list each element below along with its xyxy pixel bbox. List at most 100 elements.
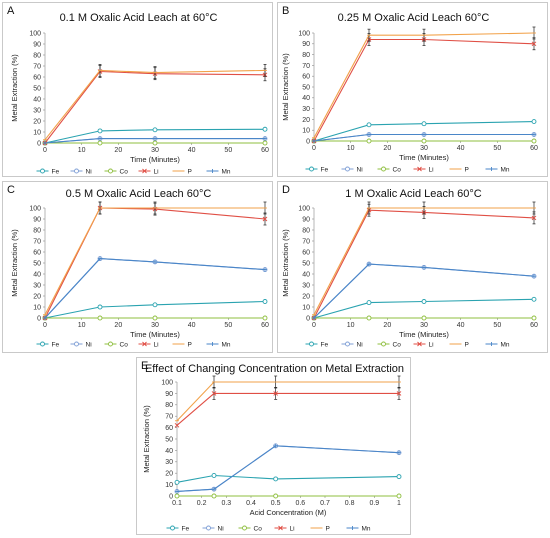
- data-point: [366, 315, 372, 321]
- legend-label: Co: [254, 525, 263, 532]
- series-line: [313, 207, 534, 315]
- y-tick-label: 70: [33, 238, 41, 245]
- x-tick-label: 0.4: [246, 500, 256, 507]
- series-line: [176, 381, 399, 422]
- y-tick-label: 50: [33, 260, 41, 267]
- x-tick-label: 30: [151, 147, 159, 154]
- series-line: [44, 69, 266, 141]
- legend-item-co: Co: [377, 166, 402, 173]
- legend-item-li: Li: [274, 525, 295, 532]
- x-tick-label: 10: [347, 145, 355, 152]
- y-axis-label: Metal Extraction (%): [142, 405, 151, 473]
- x-tick-label: 0.2: [197, 500, 207, 507]
- x-tick-label: 10: [78, 147, 86, 154]
- data-point: [381, 166, 386, 172]
- y-tick-label: 70: [302, 238, 310, 245]
- data-point: [531, 315, 537, 321]
- data-point: [312, 139, 316, 143]
- legend-item-li: Li: [413, 341, 434, 348]
- y-tick-label: 40: [33, 271, 41, 278]
- data-point: [108, 341, 113, 347]
- legend-label: Mn: [501, 341, 510, 348]
- x-tick-label: 0.6: [295, 500, 305, 507]
- legend-label: P: [188, 341, 192, 348]
- data-point: [174, 479, 180, 485]
- x-axis-label: Acid Concentration (M): [250, 508, 327, 517]
- panel-letter-b: B: [282, 5, 290, 17]
- data-point: [273, 493, 279, 499]
- series-co: [311, 138, 537, 144]
- series-line: [44, 128, 266, 144]
- chart-panel-d: D 1 M Oxalic Acid Leach 60°C 0 10 20 30 40 50 6…: [277, 181, 548, 353]
- data-point: [273, 476, 279, 482]
- x-tick-label: 40: [188, 147, 196, 154]
- legend-label: Ni: [86, 168, 92, 175]
- series-co: [42, 315, 268, 321]
- chart-title: Effect of Changing Concentration on Meta…: [145, 363, 404, 375]
- legend-label: Mn: [362, 525, 371, 532]
- y-tick-label: 30: [165, 459, 173, 466]
- legend-label: Fe: [52, 168, 60, 175]
- y-tick-label: 30: [33, 107, 41, 114]
- data-point: [142, 168, 147, 174]
- data-point: [397, 450, 401, 455]
- legend-label: Co: [120, 168, 129, 175]
- chart-d-svg: 1 M Oxalic Acid Leach 60°C 0 10 20 30 40 50 60 7…: [281, 188, 538, 348]
- panel-letter-e: E: [141, 360, 149, 372]
- data-point: [142, 341, 147, 347]
- x-tick-label: 40: [457, 322, 465, 329]
- legend-item-fe: Fe: [305, 166, 328, 173]
- data-point: [531, 41, 537, 47]
- legend-item-fe: Fe: [36, 168, 60, 175]
- legend-item-ni: Ni: [341, 166, 363, 173]
- x-tick-label: 10: [78, 322, 86, 329]
- y-axis-label: Metal Extraction (%): [281, 229, 290, 297]
- data-point: [43, 316, 47, 320]
- y-tick-label: 90: [302, 216, 310, 223]
- series-line: [44, 258, 266, 319]
- x-tick-label: 50: [493, 145, 501, 152]
- series-co: [311, 315, 537, 321]
- x-tick-label: 0: [43, 147, 47, 154]
- legend-item-li: Li: [138, 168, 159, 175]
- y-tick-label: 90: [33, 216, 41, 223]
- legend-item-ni: Ni: [70, 168, 92, 175]
- legend-label: Mn: [222, 168, 231, 175]
- y-tick-label: 80: [302, 227, 310, 234]
- legend-item-ni: Ni: [341, 341, 363, 348]
- series-line: [44, 207, 266, 319]
- data-point: [367, 132, 371, 137]
- y-tick-label: 40: [33, 96, 41, 103]
- series-line: [313, 263, 535, 319]
- panel-letter-c: C: [7, 184, 15, 196]
- data-point: [396, 493, 402, 499]
- x-tick-label: 30: [420, 322, 428, 329]
- chart-title: 0.1 M Oxalic Acid Leach at 60°C: [60, 12, 218, 24]
- data-point: [97, 140, 103, 146]
- legend-label: P: [188, 168, 192, 175]
- y-tick-label: 50: [165, 436, 173, 443]
- legend-item-co: Co: [104, 168, 129, 175]
- series-line: [313, 263, 535, 319]
- series-mn: [43, 256, 267, 320]
- legend-item-mn: Mn: [206, 168, 231, 175]
- y-tick-label: 100: [29, 205, 41, 212]
- legend-label: Co: [393, 166, 402, 173]
- y-tick-label: 10: [33, 129, 41, 136]
- data-point: [532, 274, 536, 279]
- y-axis-label: Metal Extraction (%): [281, 53, 290, 121]
- x-tick-label: 10: [347, 322, 355, 329]
- series-line: [313, 121, 535, 142]
- data-point: [366, 300, 372, 306]
- data-point: [396, 391, 402, 396]
- y-tick-label: 70: [165, 414, 173, 421]
- y-tick-label: 100: [298, 205, 310, 212]
- series-p: [312, 26, 536, 139]
- x-tick-label: 60: [261, 322, 269, 329]
- data-point: [345, 341, 350, 347]
- y-tick-label: 30: [33, 282, 41, 289]
- legend-item-mn: Mn: [346, 525, 371, 532]
- series-line: [44, 207, 265, 315]
- x-tick-label: 50: [224, 322, 232, 329]
- x-axis-label: Time (Minutes): [130, 155, 180, 164]
